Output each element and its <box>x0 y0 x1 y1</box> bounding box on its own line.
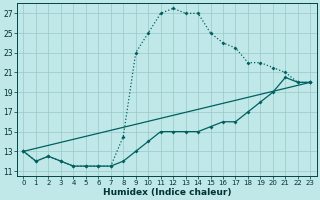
X-axis label: Humidex (Indice chaleur): Humidex (Indice chaleur) <box>103 188 231 197</box>
